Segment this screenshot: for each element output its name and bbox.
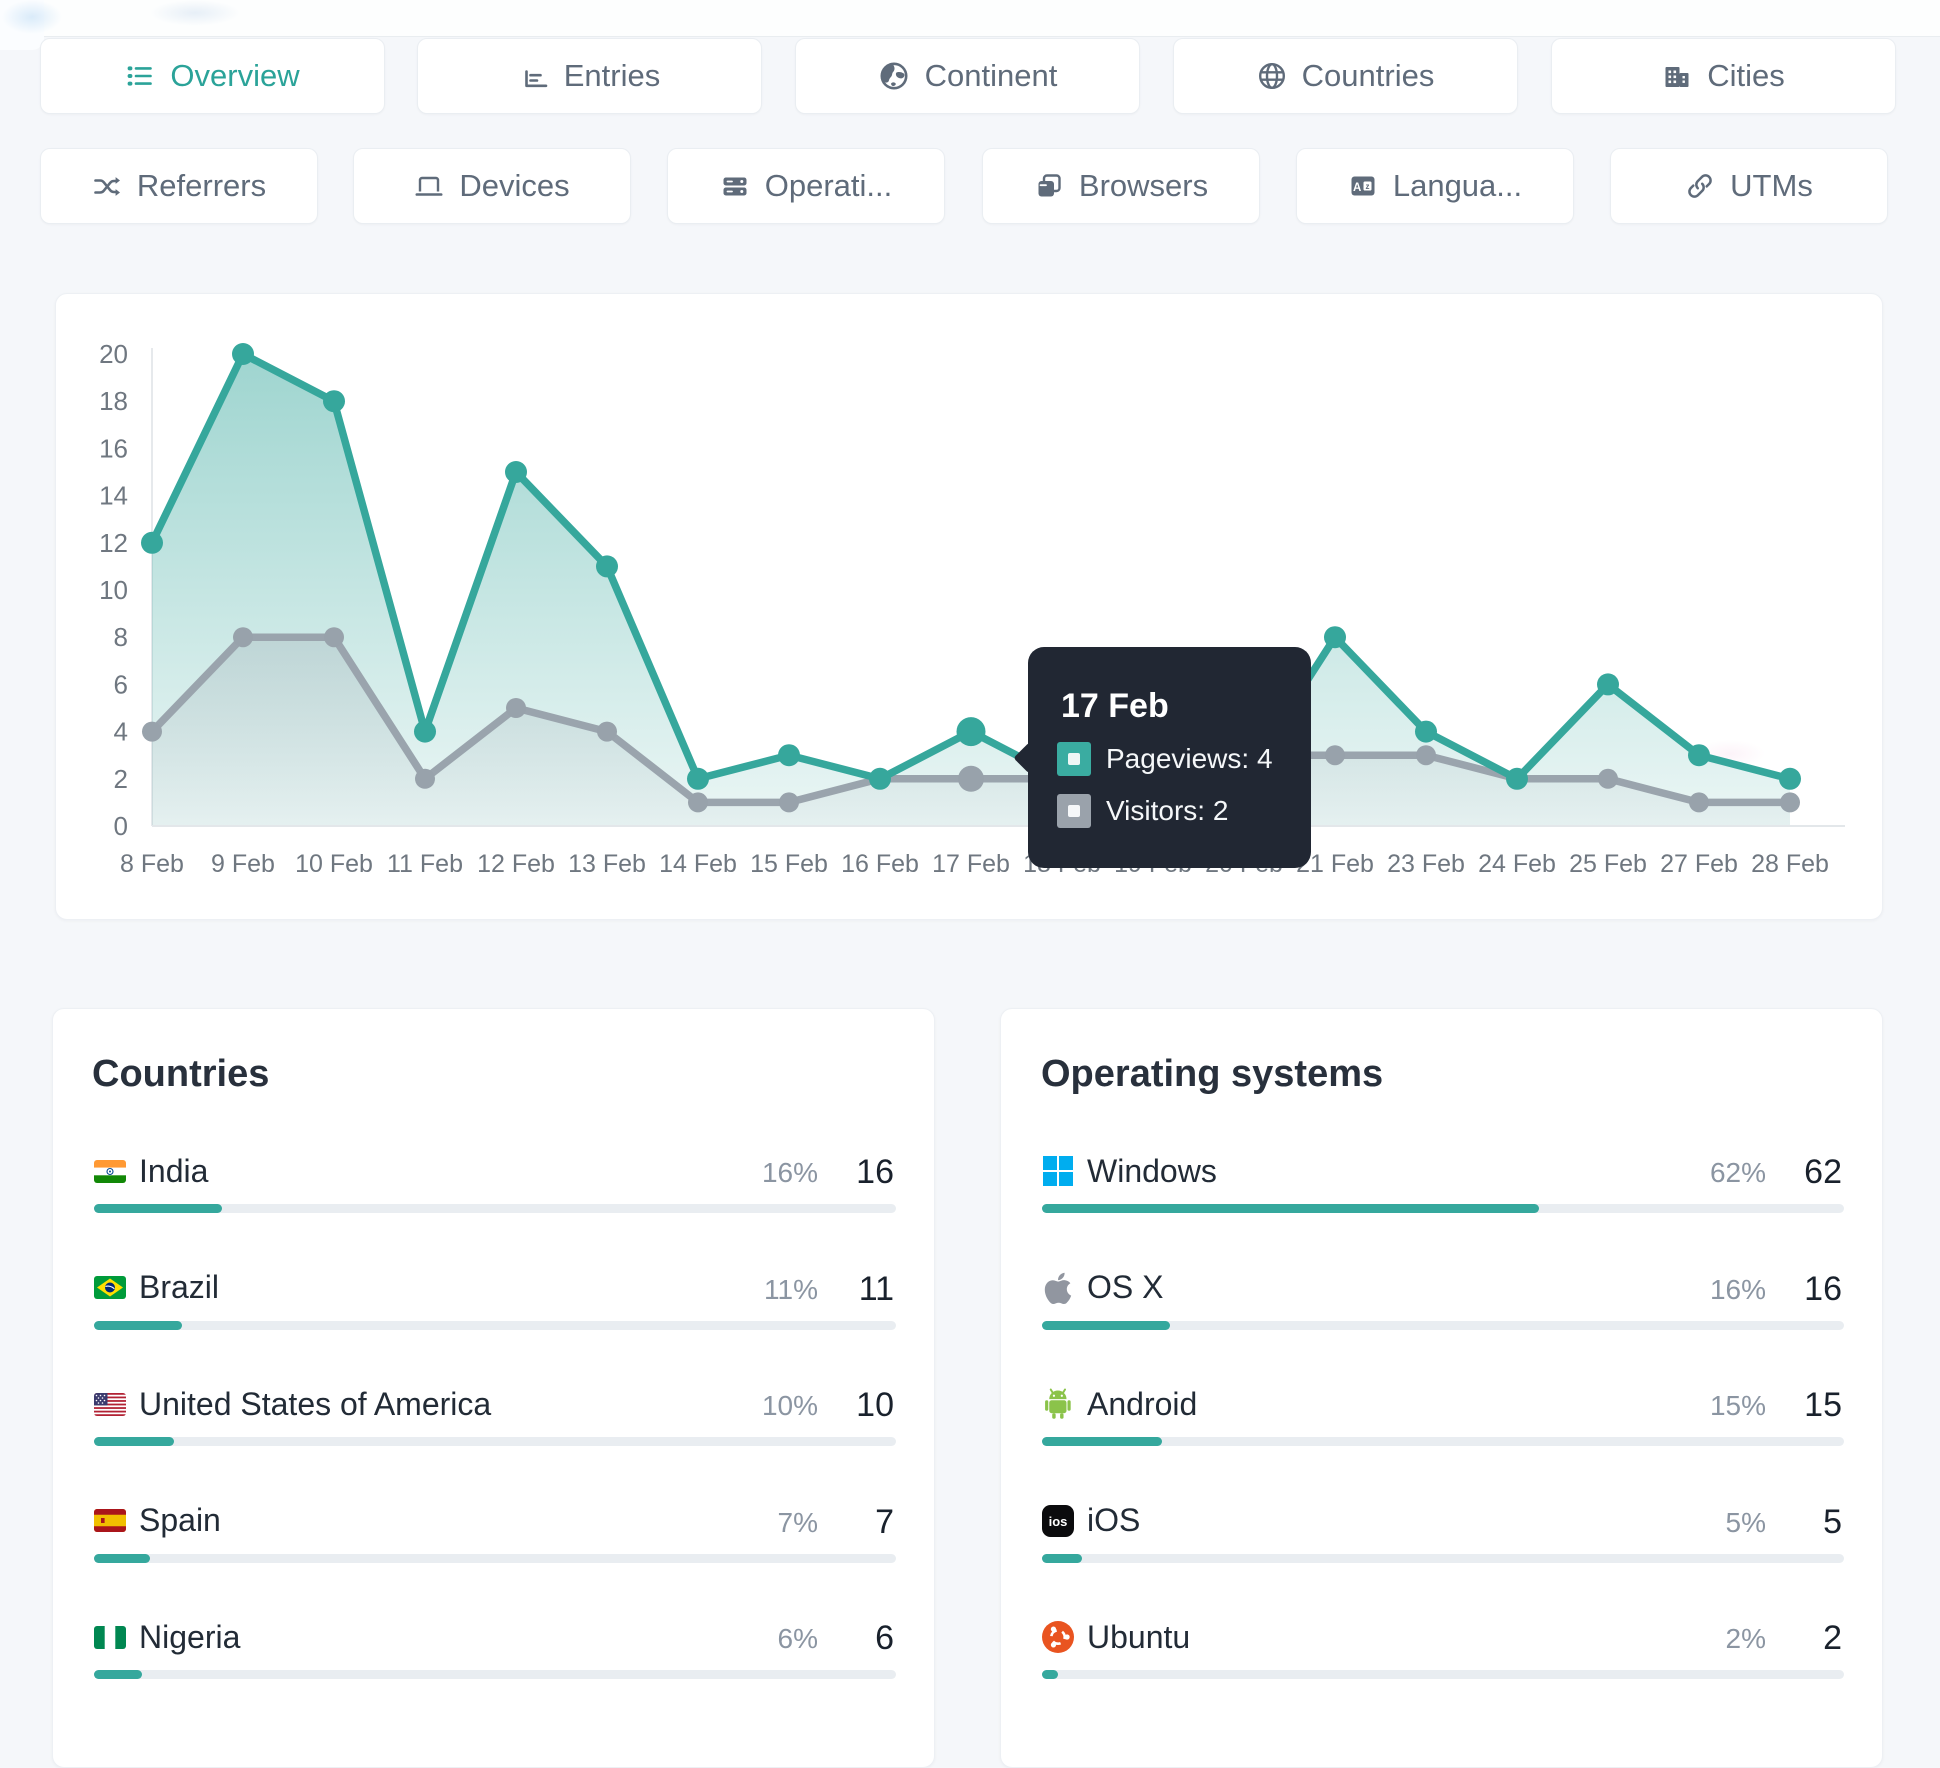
svg-text:27 Feb: 27 Feb bbox=[1660, 850, 1738, 878]
svg-text:25 Feb: 25 Feb bbox=[1569, 850, 1647, 878]
svg-text:4: 4 bbox=[114, 717, 128, 747]
svg-text:6: 6 bbox=[114, 669, 128, 699]
svg-text:A: A bbox=[1353, 182, 1361, 194]
svg-text:16: 16 bbox=[99, 433, 128, 463]
svg-text:11 Feb: 11 Feb bbox=[387, 850, 463, 878]
svg-text:20: 20 bbox=[99, 339, 128, 369]
svg-text:24 Feb: 24 Feb bbox=[1478, 850, 1556, 878]
svg-text:10 Feb: 10 Feb bbox=[295, 850, 373, 878]
svg-text:8 Feb: 8 Feb bbox=[120, 850, 184, 878]
svg-text:8: 8 bbox=[114, 622, 128, 652]
svg-text:10: 10 bbox=[99, 575, 128, 605]
svg-text:12 Feb: 12 Feb bbox=[477, 850, 555, 878]
svg-text:9 Feb: 9 Feb bbox=[211, 850, 275, 878]
svg-text:18: 18 bbox=[99, 386, 128, 416]
svg-text:12: 12 bbox=[99, 528, 128, 558]
svg-text:28 Feb: 28 Feb bbox=[1751, 850, 1829, 878]
svg-text:13 Feb: 13 Feb bbox=[568, 850, 646, 878]
svg-text:16 Feb: 16 Feb bbox=[841, 850, 919, 878]
svg-text:17 Feb: 17 Feb bbox=[932, 850, 1010, 878]
svg-text:z: z bbox=[1365, 182, 1369, 191]
svg-text:23 Feb: 23 Feb bbox=[1387, 850, 1465, 878]
svg-text:15 Feb: 15 Feb bbox=[750, 850, 828, 878]
svg-text:14: 14 bbox=[99, 481, 128, 511]
svg-text:2: 2 bbox=[114, 764, 128, 794]
svg-text:0: 0 bbox=[114, 811, 128, 841]
svg-text:ios: ios bbox=[1049, 1514, 1068, 1529]
svg-text:14 Feb: 14 Feb bbox=[659, 850, 737, 878]
